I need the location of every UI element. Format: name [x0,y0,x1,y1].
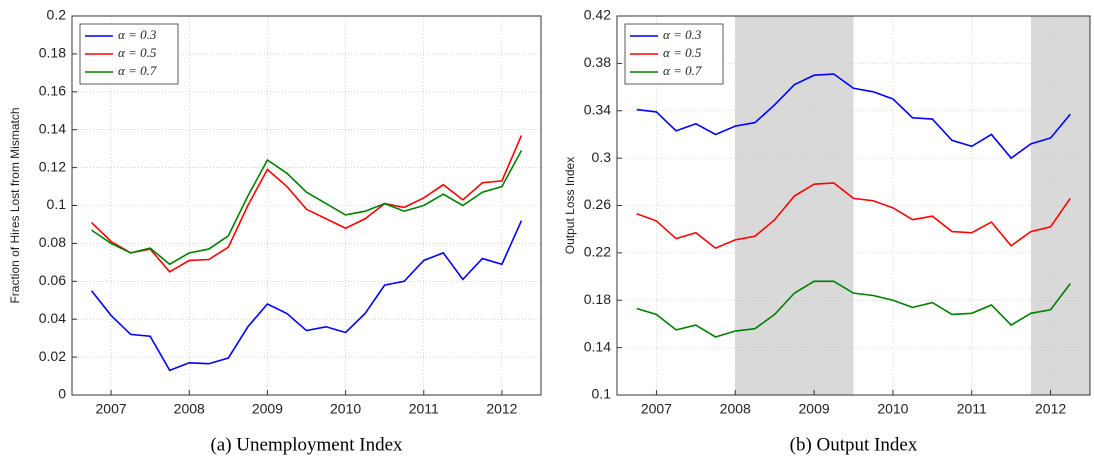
y-tick-label: 0.18 [39,45,66,61]
x-tick-label: 2010 [330,401,361,417]
y-tick-label: 0.12 [39,158,66,174]
y-tick-label: 0.3 [592,149,612,165]
axes-box [71,15,542,396]
x-tick-label: 2009 [252,401,283,417]
shaded-region [1030,16,1090,395]
x-tick-label: 2012 [486,401,517,417]
legend-label: α = 0.5 [118,45,157,60]
legend-label: α = 0.5 [663,45,702,60]
y-tick-label: 0.14 [584,338,611,354]
axes-box [616,15,1091,396]
caption: (a) Unemployment Index [210,434,403,455]
legend-label: α = 0.3 [118,27,157,42]
x-tick-label: 2007 [96,401,127,417]
y-tick-label: 0 [58,386,66,402]
y-tick-label: 0.08 [39,234,66,250]
legend-label: α = 0.7 [118,63,157,78]
x-tick-label: 2009 [799,401,830,417]
y-tick-label: 0.06 [39,272,66,288]
y-tick-label: 0.16 [39,83,66,99]
y-tick-label: 0.04 [39,310,66,326]
x-tick-label: 2011 [957,401,987,417]
y-tick-label: 0.42 [584,7,611,23]
y-tick-label: 0.18 [584,291,611,307]
y-tick-label: 0.1 [592,386,612,402]
y-tick-label: 0.34 [584,101,611,117]
y-tick-label: 0.1 [47,196,67,212]
series-line [636,73,1071,160]
y-tick-label: 0.22 [584,244,611,260]
legend-label: α = 0.3 [663,27,702,42]
x-tick-label: 2010 [877,401,908,417]
y-tick-label: 0.02 [39,348,66,364]
series-line [90,135,523,273]
x-tick-label: 2008 [720,401,751,417]
y-tick-label: 0.26 [584,196,611,212]
series-line [636,182,1071,250]
x-tick-label: 2012 [1035,401,1066,417]
x-tick-label: 2007 [641,401,672,417]
y-tick-label: 0.2 [47,7,67,23]
y-axis-label: Fraction of Hires Lost from Mismatch [8,107,22,303]
legend-label: α = 0.7 [663,63,702,78]
y-tick-label: 0.38 [584,54,611,70]
y-tick-label: 0.14 [39,120,66,136]
x-tick-label: 2008 [174,401,205,417]
y-axis-label: Output Loss Index [563,157,577,254]
series-line [91,150,523,266]
series-line [90,220,523,372]
caption: (b) Output Index [790,434,918,455]
series-line [636,280,1071,338]
x-tick-label: 2011 [409,401,439,417]
